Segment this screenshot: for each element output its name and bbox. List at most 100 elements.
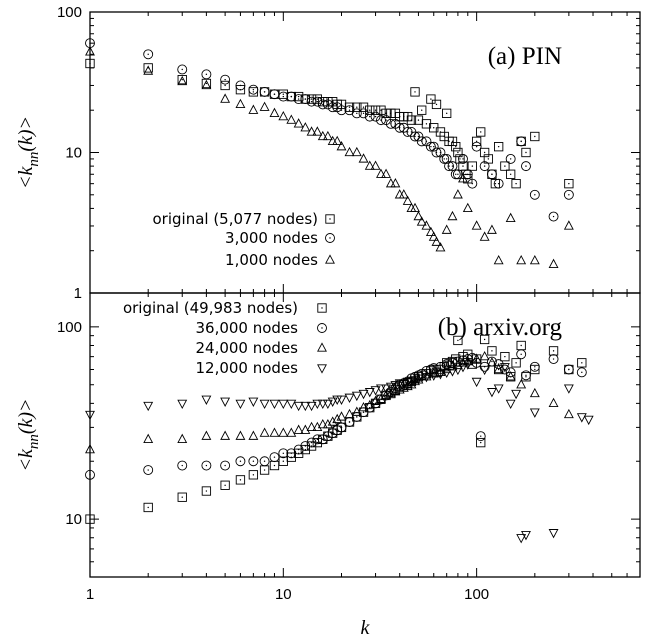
data-point — [402, 127, 413, 137]
data-point-dot — [369, 109, 371, 111]
data-point — [486, 357, 497, 367]
data-point — [259, 86, 270, 97]
data-point — [529, 361, 540, 372]
data-point — [300, 401, 311, 412]
data-point — [500, 351, 510, 362]
data-point — [336, 141, 347, 151]
data-point — [376, 384, 386, 394]
data-point-dot — [483, 338, 486, 341]
y-axis-label: <knn(k)> — [15, 398, 42, 471]
data-point — [576, 367, 587, 378]
data-point — [426, 94, 436, 104]
data-point — [563, 364, 574, 375]
data-point-dot — [316, 441, 319, 444]
data-point — [490, 179, 501, 189]
data-point — [394, 189, 405, 199]
data-point — [511, 389, 522, 400]
legend-label: 3,000 nodes — [225, 229, 318, 247]
data-point — [467, 178, 478, 189]
data-point-dot — [304, 448, 307, 451]
data-point-dot — [89, 42, 91, 44]
data-point — [564, 179, 574, 189]
data-point — [85, 410, 95, 421]
x-tick-label: 100 — [464, 586, 489, 603]
data-point-dot — [457, 151, 459, 154]
data-point — [235, 456, 246, 467]
data-point — [563, 220, 574, 230]
data-point-dot — [273, 456, 276, 458]
data-point-dot — [224, 84, 226, 87]
data-point-dot — [369, 406, 371, 409]
data-point — [248, 470, 259, 480]
data-point — [441, 368, 452, 378]
data-point-dot — [385, 394, 387, 397]
data-point — [177, 64, 188, 75]
data-point — [327, 397, 338, 407]
data-point-dot — [520, 344, 522, 347]
data-point — [548, 211, 559, 222]
data-point-dot — [509, 158, 512, 160]
data-point — [398, 189, 409, 199]
data-point — [85, 514, 95, 524]
data-point — [425, 226, 436, 237]
data-point-dot — [181, 464, 183, 467]
data-point — [269, 452, 280, 463]
data-point — [563, 384, 574, 394]
data-point — [278, 91, 289, 102]
data-point-dot — [348, 421, 351, 423]
data-point — [390, 386, 401, 396]
data-point-dot — [430, 145, 432, 148]
data-point — [201, 460, 212, 471]
data-point — [499, 364, 510, 375]
data-point — [516, 254, 527, 265]
data-point-dot — [504, 165, 506, 167]
data-point — [300, 441, 311, 451]
data-point — [351, 411, 362, 422]
data-point-dot — [316, 100, 319, 103]
data-point — [516, 136, 527, 147]
data-point — [286, 399, 297, 410]
data-point — [364, 388, 375, 398]
data-point — [322, 418, 333, 429]
data-point — [486, 388, 497, 398]
data-point — [548, 354, 559, 365]
data-point-dot — [491, 360, 493, 363]
data-point-dot — [483, 151, 486, 154]
data-point — [312, 126, 323, 136]
data-point — [235, 475, 246, 485]
data-point — [177, 75, 188, 86]
data-point-dot — [316, 438, 319, 441]
data-point — [487, 346, 497, 356]
data-point-dot — [403, 127, 405, 129]
data-point — [358, 108, 369, 119]
data-point — [306, 421, 317, 432]
data-point — [381, 384, 392, 394]
data-point-dot — [497, 368, 500, 371]
data-point-dot — [480, 441, 482, 444]
data-point — [505, 399, 516, 410]
data-point — [201, 69, 212, 80]
data-point — [451, 142, 461, 152]
data-point — [385, 382, 396, 393]
data-point — [476, 127, 486, 137]
data-point — [455, 154, 465, 164]
data-point-dot — [374, 402, 377, 405]
data-point-dot — [475, 145, 478, 148]
data-point — [177, 492, 187, 502]
data-point — [410, 87, 420, 97]
data-point-dot — [417, 135, 420, 138]
data-point — [259, 101, 270, 111]
data-point — [453, 147, 463, 158]
data-point-dot — [520, 353, 522, 355]
data-point-dot — [239, 460, 242, 462]
data-point — [351, 406, 362, 416]
data-point — [516, 534, 527, 544]
data-point-dot — [362, 411, 365, 413]
y-tick-label: 10 — [65, 145, 82, 162]
data-point — [458, 173, 468, 183]
data-point — [312, 96, 323, 107]
data-point — [344, 408, 355, 419]
data-point — [479, 361, 490, 372]
data-point-dot — [480, 435, 482, 437]
